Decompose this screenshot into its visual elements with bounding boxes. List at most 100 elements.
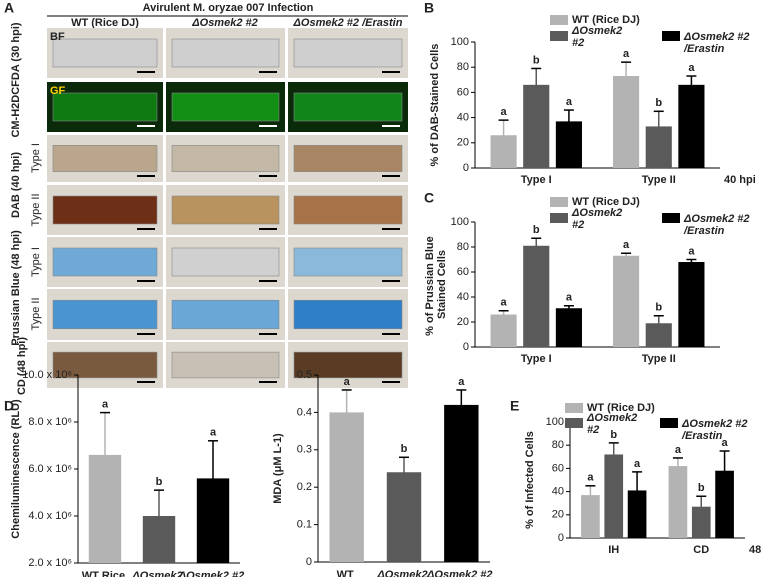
significance-letter: a [587, 472, 594, 484]
legend-label: WT (Rice DJ) [587, 402, 655, 414]
significance-letter: a [688, 245, 695, 257]
significance-letter: a [722, 437, 729, 449]
bar [523, 245, 550, 347]
y-tick-label: 0 [558, 532, 564, 544]
sub-row-label: Type I [30, 143, 42, 173]
cell [293, 38, 403, 68]
legend-swatch [662, 31, 680, 41]
cell [293, 351, 403, 379]
bar [613, 76, 640, 168]
x-tick-label: ΔOsmek2 #2 [376, 569, 430, 577]
significance-letter: b [533, 224, 540, 236]
significance-letter: b [533, 54, 540, 66]
x-tick-label: ΔOsmek2 #2 /Erastin [426, 569, 496, 577]
y-tick-label: 20 [457, 316, 469, 328]
annotation: 40 hpi [724, 174, 756, 186]
significance-letter: b [655, 97, 662, 109]
y-tick-label: 0.3 [297, 444, 312, 456]
y-tick-label: 8.0 x 10⁶ [28, 416, 72, 428]
legend-swatch [662, 213, 680, 223]
cell [171, 299, 280, 330]
y-tick-label: 40 [457, 291, 469, 303]
x-tick-label: WT Rice DJ [82, 570, 128, 577]
bar [613, 255, 640, 347]
cell [171, 38, 280, 68]
bar [645, 323, 672, 347]
legend-swatch [565, 403, 583, 413]
column-header: ΔOsmek2 #2 [191, 17, 257, 29]
sub-row-label: Type II [30, 193, 42, 226]
significance-letter: a [458, 376, 465, 388]
x-tick-label: Type I [521, 353, 552, 365]
cell [293, 145, 403, 172]
significance-letter: a [688, 62, 695, 74]
panel-a: A Avirulent M. oryzae 007 Infection WT (… [4, 0, 408, 395]
legend-label: ΔOsmek2 #2 [571, 207, 625, 231]
bar [490, 314, 517, 347]
cell [52, 92, 158, 122]
y-axis-label: % of Prussian Blue Stained Cells [424, 233, 448, 336]
row-label: Prussian Blue (48 hpi) [10, 230, 22, 346]
cell [171, 92, 280, 122]
cell [52, 195, 158, 225]
legend-swatch [550, 197, 568, 207]
y-tick-label: 10.0 x 10⁶ [22, 369, 72, 381]
cell [293, 92, 403, 122]
legend-swatch [550, 213, 568, 223]
significance-letter: a [634, 458, 641, 470]
bar [668, 466, 688, 538]
legend-label: ΔOsmek2 #2 [586, 412, 640, 436]
y-tick-label: 20 [552, 509, 564, 521]
legend-swatch [550, 31, 568, 41]
legend-swatch [565, 418, 583, 428]
annotation: 48 hpi [749, 544, 762, 556]
y-axis-label: Chemiluminescence (RLU) [10, 399, 22, 539]
y-tick-label: 4.0 x 10⁶ [28, 510, 72, 522]
panel-label: D [4, 398, 14, 414]
row-label: CM-H2DCFDA (30 hpi) [10, 22, 22, 137]
y-tick-label: 0.5 [297, 369, 312, 381]
y-tick-label: 60 [457, 86, 469, 98]
significance-letter: a [623, 48, 630, 60]
legend-label: WT (Rice DJ) [572, 14, 640, 26]
y-tick-label: 6.0 x 10⁶ [28, 463, 72, 475]
significance-letter: b [156, 476, 163, 488]
panel-label: A [4, 0, 14, 16]
y-tick-label: 60 [457, 266, 469, 278]
panel-label: C [424, 190, 434, 206]
y-axis-label: % of Infected Cells [524, 431, 536, 529]
image-label: GF [50, 85, 66, 97]
y-tick-label: 40 [552, 486, 564, 498]
legend-label: WT (Rice DJ) [572, 196, 640, 208]
cell [52, 145, 158, 172]
y-tick-label: 100 [451, 216, 469, 228]
y-tick-label: 0 [463, 162, 469, 174]
cell [52, 247, 158, 277]
y-tick-label: 20 [457, 137, 469, 149]
significance-letter: a [210, 427, 217, 439]
y-tick-label: 0 [306, 556, 312, 568]
x-tick-label: Type II [642, 353, 676, 365]
row-label: CD (48 hpi) [16, 337, 28, 395]
cell [293, 299, 403, 330]
bar [678, 262, 705, 347]
sub-row-label: Type I [30, 247, 42, 277]
significance-letter: a [102, 399, 109, 411]
y-tick-label: 100 [451, 36, 469, 48]
bar [715, 470, 734, 538]
panel-label: B [424, 0, 434, 16]
y-tick-label: 80 [457, 61, 469, 73]
cell [52, 351, 158, 379]
column-header: WT (Rice DJ) [71, 17, 139, 29]
cell [52, 299, 158, 330]
bar [329, 412, 364, 562]
y-tick-label: 0.1 [297, 519, 312, 531]
y-tick-label: 100 [546, 416, 564, 428]
y-axis-label: % of DAB-Stained Cells [429, 44, 441, 167]
significance-letter: b [610, 429, 617, 441]
legend-swatch [660, 418, 678, 428]
y-tick-label: 0.4 [297, 406, 312, 418]
significance-letter: b [401, 443, 408, 455]
